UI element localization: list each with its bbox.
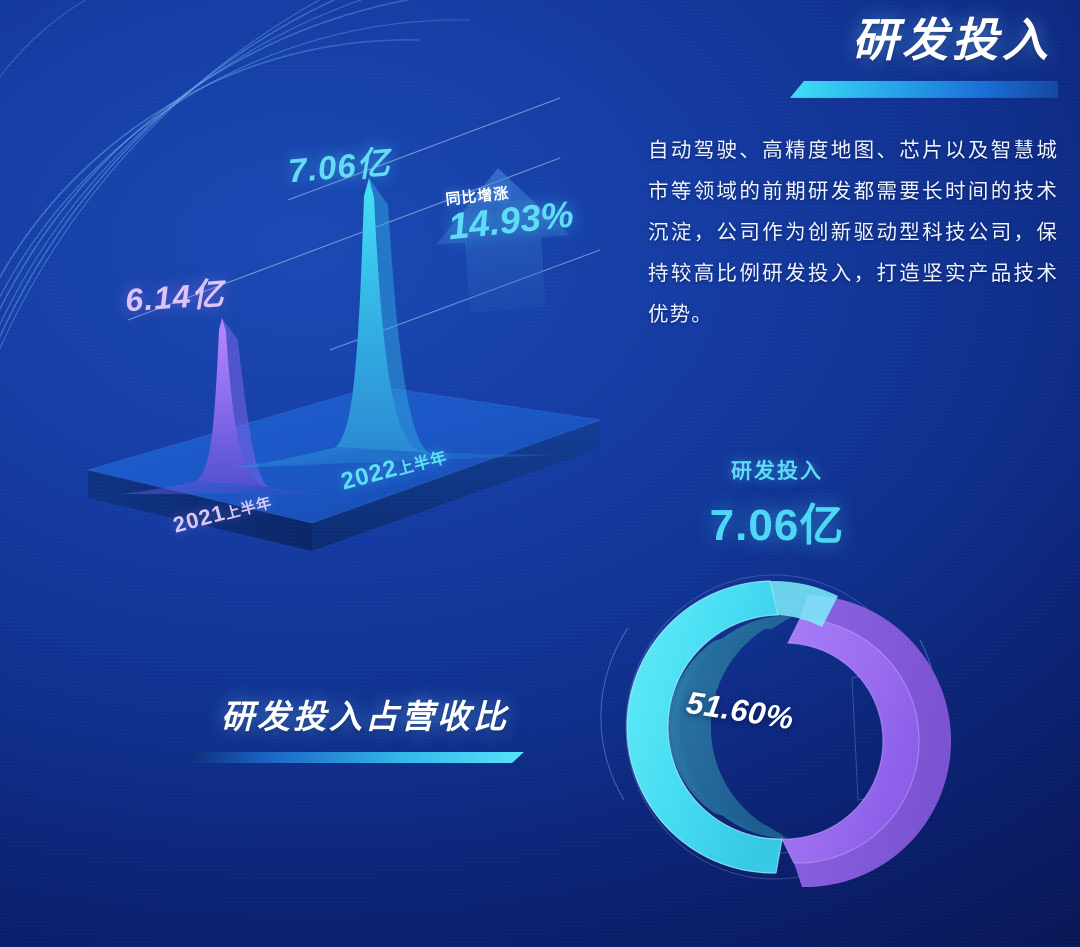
page-title: 研发投入 [852, 14, 1052, 66]
title-underline-bar [790, 80, 1058, 98]
peak-2022 [228, 178, 556, 468]
donut-segment-purple [781, 595, 952, 888]
section-heading-bar [194, 752, 524, 763]
growth-arrow-icon [436, 168, 570, 313]
donut-segment-cyan [626, 580, 838, 874]
description-paragraph: 自动驾驶、高精度地图、芯片以及智慧城市等领域的前期研发都需要长时间的技术沉淀，公… [648, 138, 1058, 326]
donut-metric: 研发投入 7.06亿 [652, 455, 902, 553]
peak-2021 [120, 318, 330, 494]
donut-metric-label: 研发投入 [731, 460, 823, 483]
donut-inner-wall [668, 614, 794, 839]
section-heading-text: 研发投入占营收比 [221, 698, 509, 735]
donut-metric-value: 7.06亿 [709, 501, 845, 550]
right-column: 研发投入 自动驾驶、高精度地图、芯片以及智慧城市等领域的前期研发都需要长时间的技… [648, 14, 1058, 355]
section-heading: 研发投入占营收比 [180, 690, 550, 763]
